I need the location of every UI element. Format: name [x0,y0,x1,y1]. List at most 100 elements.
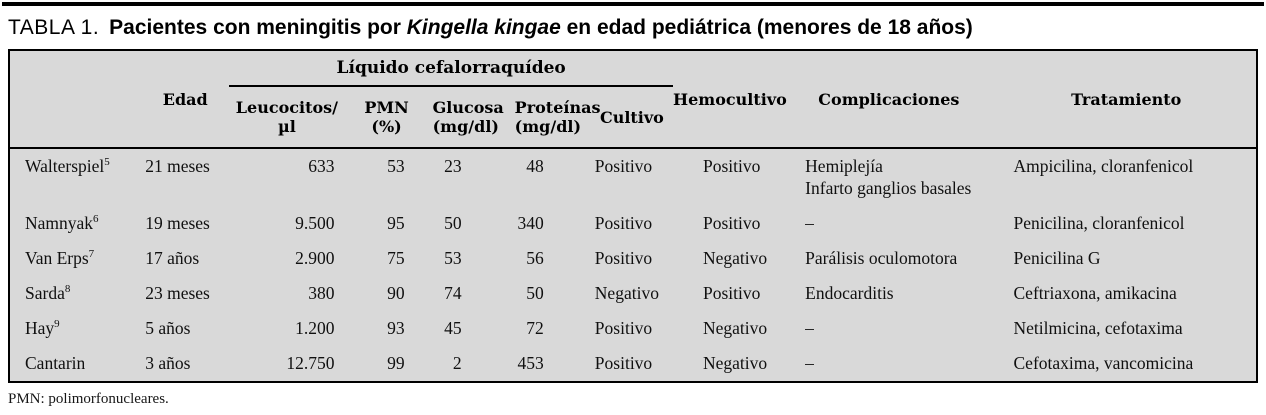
cell-leucocitos: 2.900 [295,248,335,268]
cell-edad: 23 meses [145,283,210,303]
cell-glucosa: 23 [444,156,462,176]
title-part-2: en edad pediátrica (menores de 18 años) [560,16,973,39]
table-row: Namnyak6 19 meses 9.500 95 50 340 Positi… [9,206,1257,241]
table-body: Walterspiel5 21 meses 633 53 23 48 Posit… [9,148,1257,382]
author-name: Van Erps [25,248,89,268]
cell-proteinas: 56 [526,248,544,268]
cell-leucocitos: 9.500 [295,213,335,233]
cell-cultivo: Positivo [594,353,653,373]
cell-edad: 5 años [145,318,191,338]
col-header-tratamiento: Tratamiento [1071,89,1182,109]
cell-author: Cantarin [9,346,141,382]
col-header-complicaciones: Complicaciones [818,89,960,109]
table-label: TABLA 1. [8,16,100,39]
author-name: Hay [25,318,55,338]
cell-pmn: 95 [387,213,405,233]
patients-table: Edad Líquido cefalorraquídeo Hemocultivo… [8,49,1258,383]
cell-glucosa: 74 [444,283,462,303]
cell-complicaciones: Parálisis oculomotora [805,248,958,268]
cell-complicaciones: – [805,318,814,338]
cell-glucosa: 53 [444,248,462,268]
cell-pmn: 99 [387,353,405,373]
title-text: Pacientes con meningitis por Kingella ki… [109,16,973,39]
header-sub-row: Leucocitos/µl PMN (%) Glucosa (mg/dl) Pr… [9,86,1257,148]
cell-proteinas: 453 [517,353,544,373]
title-part-1: Pacientes con meningitis por [109,16,407,39]
col-header-hemocultivo: Hemocultivo [673,89,787,109]
cell-leucocitos: 633 [308,156,335,176]
cell-proteinas: 340 [517,213,544,233]
col-header-glucosa: Glucosa (mg/dl) [432,98,504,136]
cell-cultivo: Positivo [594,248,653,268]
cell-leucocitos: 12.750 [286,353,335,373]
cell-tratamiento: Netilmicina, cefotaxima [1013,318,1183,338]
cell-proteinas: 50 [526,283,544,303]
cell-hemocultivo: Negativo [703,248,768,268]
title-organism-italic: Kingella kingae [406,16,561,39]
cell-pmn: 75 [387,248,405,268]
reference-superscript: 7 [88,248,95,261]
cell-pmn: 90 [387,283,405,303]
author-name: Walterspiel [25,156,105,176]
table-header: Edad Líquido cefalorraquídeo Hemocultivo… [9,50,1257,148]
cell-pmn: 53 [387,156,405,176]
cell-glucosa: 2 [452,353,462,373]
cell-cultivo: Positivo [594,213,653,233]
cell-cultivo: Positivo [594,156,653,176]
cell-hemocultivo: Positivo [703,283,761,303]
col-header-proteinas: Proteínas (mg/dl) [514,98,601,136]
cell-proteinas: 72 [526,318,544,338]
cell-leucocitos: 380 [308,283,335,303]
cell-complicaciones: Hemiplejía Infarto ganglios basales [805,156,972,198]
cell-author: Van Erps7 [9,241,141,276]
cell-edad: 19 meses [145,213,210,233]
author-name: Namnyak [25,213,94,233]
table-title: TABLA 1. Pacientes con meningitis por Kin… [8,13,1266,43]
cell-author: Walterspiel5 [9,148,141,206]
table-row: Walterspiel5 21 meses 633 53 23 48 Posit… [9,148,1257,206]
table-row: Cantarin 3 años 12.750 99 2 453 Positivo… [9,346,1257,382]
cell-hemocultivo: Positivo [703,213,761,233]
cell-complicaciones: Endocarditis [805,283,894,303]
author-name: Cantarin [25,353,86,373]
cell-hemocultivo: Negativo [703,353,768,373]
top-rule [2,2,1264,6]
cell-cultivo: Negativo [594,283,659,303]
col-header-edad: Edad [162,89,208,109]
cell-pmn: 93 [387,318,405,338]
footnote-pmn: PMN: polimorfonucleares. [8,391,169,407]
reference-superscript: 8 [64,283,71,296]
cell-glucosa: 45 [444,318,462,338]
cell-tratamiento: Cefotaxima, vancomicina [1013,353,1194,373]
col-header-leucocitos: Leucocitos/µl [235,98,339,136]
author-name: Sarda [25,283,65,303]
table-row: Van Erps7 17 años 2.900 75 53 56 Positiv… [9,241,1257,276]
col-header-author-empty [9,50,141,148]
reference-superscript: 5 [104,156,110,169]
table-row: Hay9 5 años 1.200 93 45 72 Positivo Nega… [9,311,1257,346]
cell-edad: 17 años [145,248,200,268]
header-group-row: Edad Líquido cefalorraquídeo Hemocultivo… [9,50,1257,109]
cell-edad: 21 meses [145,156,210,176]
cell-glucosa: 50 [444,213,462,233]
cell-tratamiento: Penicilina, cloranfenicol [1013,213,1185,233]
cell-author: Hay9 [9,311,141,346]
cell-tratamiento: Penicilina G [1013,248,1101,268]
col-header-pmn: PMN (%) [364,98,409,136]
table-row: Sarda8 23 meses 380 90 74 50 Negativo Po… [9,276,1257,311]
cell-tratamiento: Ceftriaxona, amikacina [1013,283,1177,303]
cell-complicaciones: – [805,353,814,373]
cell-hemocultivo: Negativo [703,318,768,338]
reference-superscript: 9 [54,318,60,331]
cell-hemocultivo: Positivo [703,156,761,176]
reference-superscript: 6 [93,213,99,226]
cell-cultivo: Positivo [594,318,653,338]
col-header-cultivo: Cultivo [599,107,664,127]
cell-author: Sarda8 [9,276,141,311]
cell-edad: 3 años [145,353,191,373]
cell-complicaciones: – [805,213,814,233]
cell-proteinas: 48 [526,156,544,176]
cell-tratamiento: Ampicilina, cloranfenicol [1013,156,1194,176]
group-header-csf: Líquido cefalorraquídeo [229,50,673,87]
cell-author: Namnyak6 [9,206,141,241]
